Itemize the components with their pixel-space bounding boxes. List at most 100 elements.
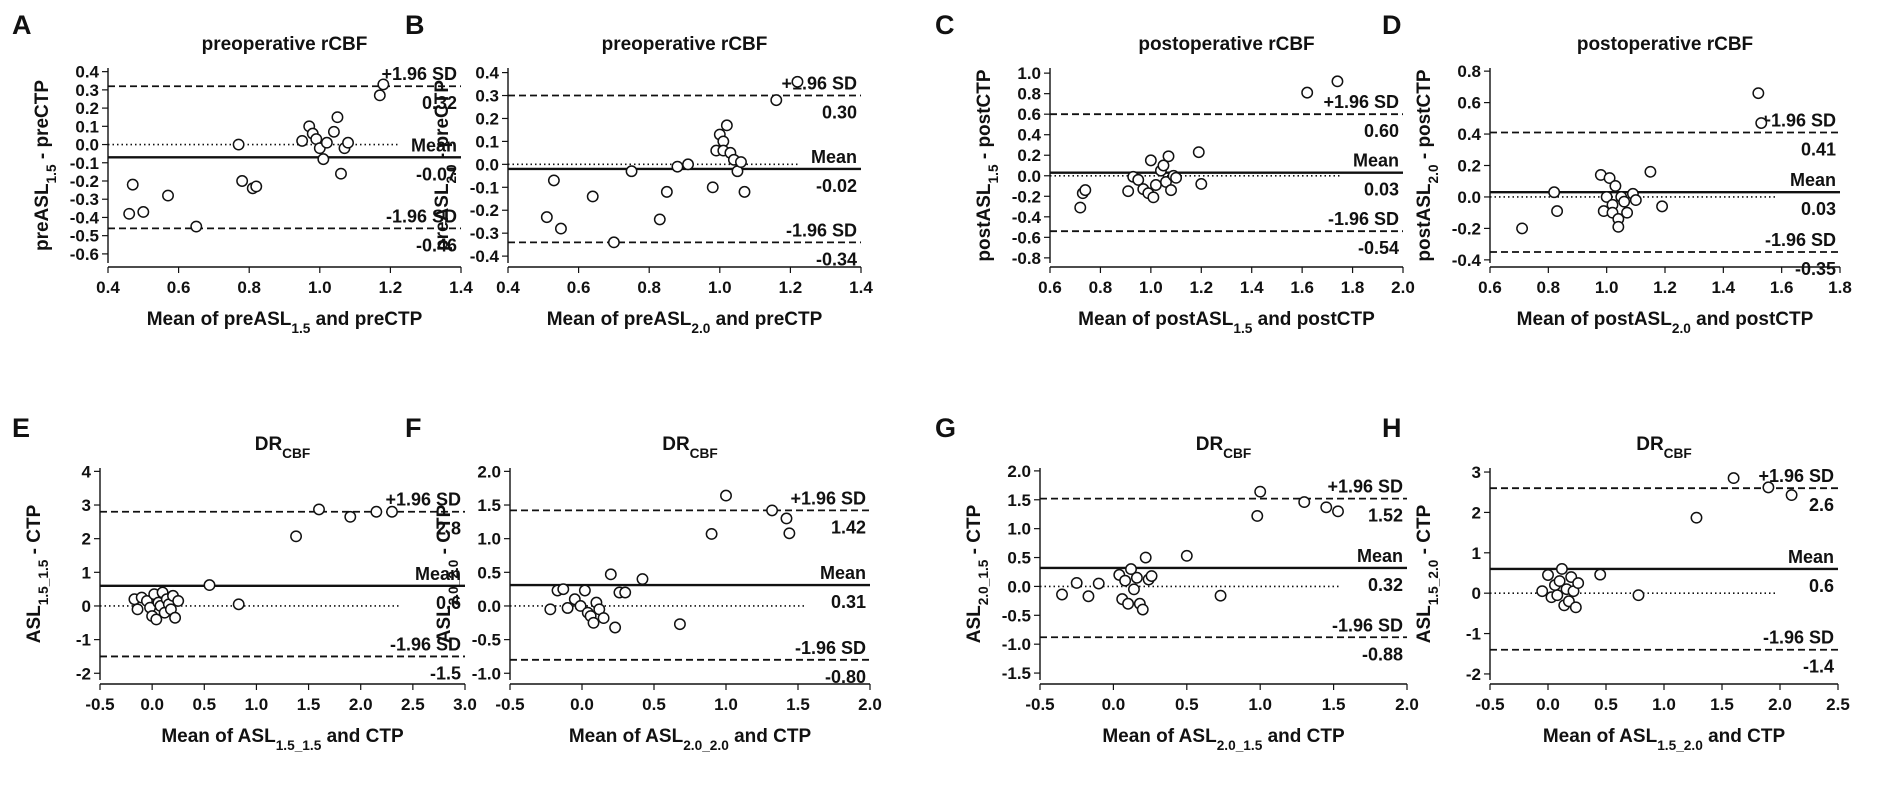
x-tick-label: 0.0 — [570, 695, 594, 714]
y-tick-label: -1.0 — [472, 664, 501, 683]
y-tick-label: 0.0 — [475, 155, 499, 174]
data-point — [1149, 179, 1162, 191]
upper-limit-value: 0.32 — [422, 93, 457, 113]
y-tick-label: 0.6 — [1017, 105, 1041, 124]
data-point — [1251, 509, 1264, 522]
data-point — [636, 573, 649, 585]
data-point — [131, 603, 144, 616]
panel-letter: H — [1382, 413, 1402, 443]
data-point — [1600, 191, 1613, 203]
data-point — [1056, 588, 1068, 601]
x-tick-label: 1.0 — [1595, 278, 1619, 297]
mean-value: 0.6 — [1809, 576, 1834, 596]
upper-limit-text: +1.96 SD — [1327, 477, 1403, 497]
data-point — [162, 189, 174, 202]
data-point — [331, 111, 344, 124]
panel-letter: G — [935, 413, 956, 443]
data-point — [236, 175, 249, 187]
data-point — [1092, 577, 1105, 590]
lower-limit-text: -1.96 SD — [786, 220, 857, 240]
y-tick-label: -0.1 — [70, 154, 99, 173]
data-point — [1632, 589, 1645, 602]
upper-limit-text: +1.96 SD — [385, 490, 461, 510]
panel-title: postoperative rCBF — [1138, 34, 1314, 55]
y-tick-label: -1.0 — [1002, 635, 1031, 654]
data-point — [783, 527, 796, 540]
data-point — [370, 505, 383, 518]
x-tick-label: 0.8 — [1089, 278, 1113, 297]
x-tick-label: 0.5 — [1594, 695, 1618, 714]
y-tick-label: 0.0 — [75, 136, 99, 155]
data-point — [344, 510, 357, 523]
data-point — [540, 211, 553, 224]
y-tick-label: -0.4 — [1452, 251, 1482, 270]
y-axis-label: postASL1.5 - postCTP — [974, 69, 1001, 261]
panel-title: DRCBF — [1196, 434, 1252, 461]
data-point — [232, 138, 245, 151]
y-tick-label: -0.3 — [70, 190, 99, 209]
x-tick-label: 2.5 — [401, 695, 425, 714]
data-point — [1656, 200, 1669, 213]
mean-text: Mean — [1788, 547, 1834, 567]
data-point — [1331, 75, 1344, 88]
x-tick-label: 1.6 — [1770, 278, 1794, 297]
data-point — [1551, 205, 1564, 218]
y-tick-label: -0.8 — [1012, 249, 1041, 268]
data-point — [290, 530, 303, 543]
lower-limit-value: -0.46 — [416, 235, 457, 255]
panel-e: E DRCBF -2 -1 0 1 2 3 4 -0.5 0.0 0.5 1.0 1.5 2.0 2.5 3.0… — [12, 413, 477, 753]
panel-letter: E — [12, 413, 30, 443]
mean-value: 0.6 — [436, 593, 461, 613]
y-tick-label: 1.5 — [477, 496, 501, 515]
data-point — [720, 489, 732, 502]
data-point — [1516, 222, 1529, 235]
y-tick-label: 3 — [1472, 463, 1481, 482]
y-tick-label: -0.5 — [472, 631, 501, 650]
lower-limit-text: -1.96 SD — [1763, 628, 1834, 648]
mean-value: 0.03 — [1801, 199, 1836, 219]
data-point — [547, 174, 560, 187]
data-point — [1130, 571, 1143, 584]
y-tick-label: 0.1 — [475, 132, 499, 151]
y-tick-label: -0.2 — [1452, 219, 1481, 238]
mean-text: Mean — [411, 135, 457, 155]
data-point — [1165, 184, 1177, 197]
data-point — [1139, 551, 1152, 564]
data-point — [1192, 146, 1205, 159]
data-point — [373, 89, 386, 102]
data-point — [1136, 603, 1149, 616]
x-tick-label: 1.4 — [1240, 278, 1264, 297]
mean-value: -0.02 — [816, 176, 857, 196]
panel-title: preoperative rCBF — [602, 34, 768, 55]
upper-limit-text: +1.96 SD — [1760, 110, 1836, 130]
lower-limit-text: -1.96 SD — [1328, 209, 1399, 229]
mean-text: Mean — [1357, 546, 1403, 566]
y-tick-label: -1.5 — [1002, 664, 1031, 683]
y-tick-label: 1.0 — [1017, 64, 1041, 83]
x-tick-label: 1.5 — [1322, 695, 1346, 714]
x-tick-label: 0.4 — [496, 278, 520, 297]
mean-value: 0.31 — [831, 592, 866, 612]
data-point — [250, 180, 263, 193]
upper-limit-value: 2.6 — [1809, 495, 1834, 515]
y-tick-label: 0.2 — [1017, 146, 1041, 165]
x-tick-label: 1.4 — [1712, 278, 1736, 297]
y-axis-label: ASL1.5_1.5 - CTP — [24, 504, 51, 643]
data-point — [561, 602, 574, 614]
mean-text: Mean — [415, 564, 461, 584]
panel-letter: B — [405, 10, 425, 40]
mean-text: Mean — [1790, 170, 1836, 190]
y-tick-label: 1 — [82, 563, 91, 582]
x-tick-label: 1.5 — [297, 695, 321, 714]
data-point — [706, 181, 719, 194]
y-tick-label: -0.6 — [1012, 228, 1041, 247]
data-point — [1162, 150, 1175, 163]
y-tick-label: 1.5 — [1007, 491, 1031, 510]
mean-text: Mean — [811, 147, 857, 167]
y-tick-label: 0.0 — [477, 597, 501, 616]
x-tick-label: 1.8 — [1828, 278, 1852, 297]
data-point — [1254, 485, 1267, 498]
data-point — [1603, 172, 1616, 185]
